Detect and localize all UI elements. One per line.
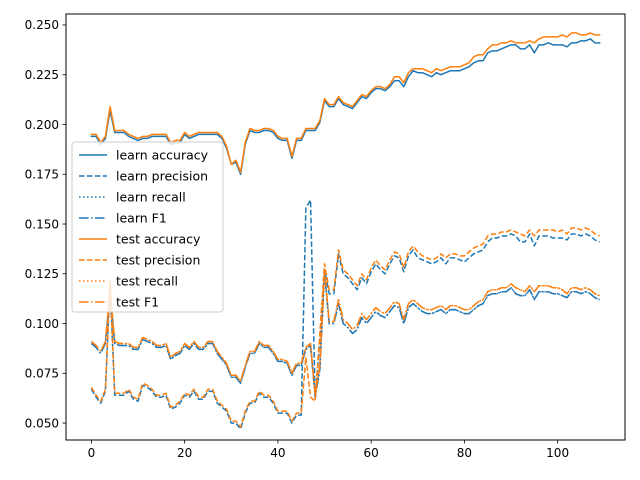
legend-label-test-precision: test precision <box>116 253 200 268</box>
series-line-learn-f1 <box>90 271 600 398</box>
legend-label-learn-accuracy: learn accuracy <box>116 148 209 163</box>
y-tick-label: 0.075 <box>25 367 59 381</box>
series-line-test-accuracy <box>90 32 601 174</box>
series-line-test-f1 <box>90 269 600 396</box>
legend: learn accuracy learn precision learn recal… <box>71 141 224 313</box>
y-tick-label: 0.175 <box>25 168 59 182</box>
legend-box <box>71 141 224 313</box>
legend-label-learn-recall: learn recall <box>116 190 186 205</box>
y-tick-label: 0.200 <box>25 118 59 132</box>
y-tick-label: 0.225 <box>25 68 59 82</box>
y-tick-label: 0.150 <box>25 217 59 231</box>
x-tick-label: 40 <box>270 446 285 460</box>
legend-label-test-recall: test recall <box>116 274 178 289</box>
series-line-test-precision <box>90 227 600 428</box>
legend-label-learn-precision: learn precision <box>116 169 208 184</box>
y-tick-label: 0.125 <box>25 267 59 281</box>
plot-frame <box>65 13 626 441</box>
legend-label-test-f1: test F1 <box>116 295 159 310</box>
series-line-learn-precision <box>90 199 600 430</box>
x-tick-label: 100 <box>546 446 569 460</box>
x-tick-label: 0 <box>88 446 96 460</box>
y-tick-label: 0.050 <box>25 416 59 430</box>
y-tick-label: 0.250 <box>25 18 59 32</box>
y-tick-label: 0.100 <box>25 317 59 331</box>
x-tick-label: 20 <box>177 446 192 460</box>
x-tick-label: 80 <box>457 446 472 460</box>
x-axis: 0 20 40 60 80 100 <box>88 440 569 460</box>
x-tick-label: 60 <box>364 446 379 460</box>
legend-label-learn-f1: learn F1 <box>116 211 167 226</box>
y-axis: 0.050 0.075 0.100 0.125 0.150 0.175 0.200 0.225… <box>25 18 66 430</box>
legend-label-test-accuracy: test accuracy <box>116 232 201 247</box>
